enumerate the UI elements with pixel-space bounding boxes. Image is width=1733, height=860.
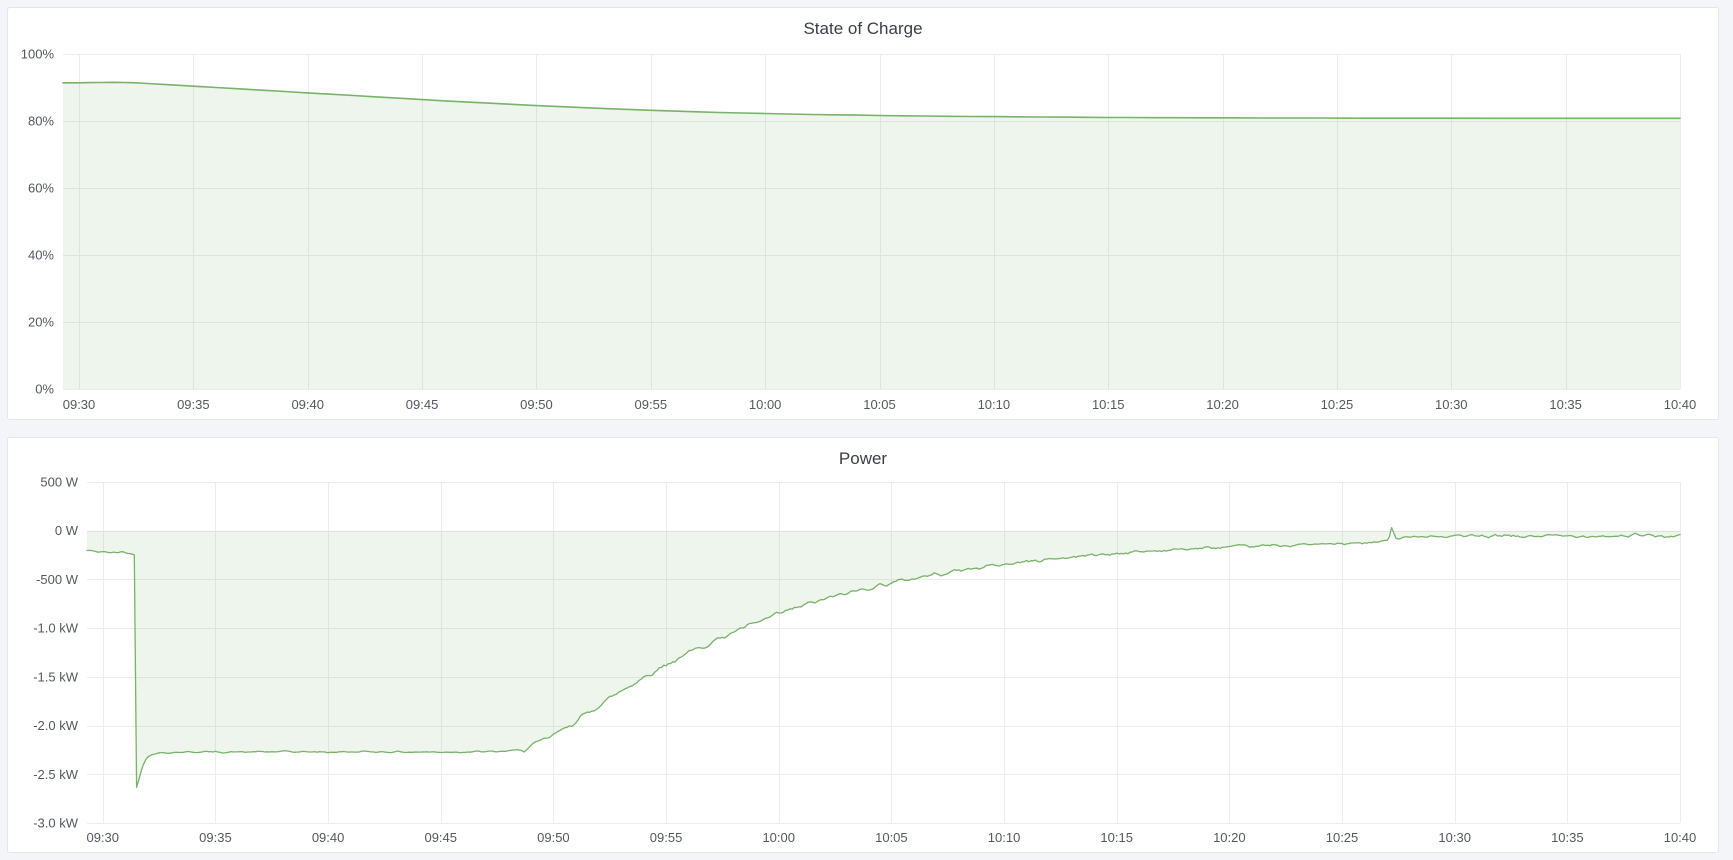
axis-labels: 100% 80% 60% 40% 20% 0% 09:30 09:35 09:40 09:45 09… (21, 47, 1697, 413)
x-tick-label: 10:25 (1326, 830, 1359, 845)
y-tick-label: 20% (28, 315, 54, 330)
x-tick-label: 10:15 (1092, 397, 1125, 412)
panel-title-state-of-charge[interactable]: State of Charge (803, 19, 923, 38)
x-tick-label: 10:05 (875, 830, 908, 845)
x-tick-label: 10:15 (1100, 830, 1133, 845)
y-tick-label: -2.5 kW (33, 767, 79, 782)
x-tick-label: 10:20 (1213, 830, 1246, 845)
x-tick-label: 10:35 (1551, 830, 1584, 845)
x-tick-label: 10:30 (1438, 830, 1471, 845)
x-tick-label: 09:35 (199, 830, 232, 845)
state-of-charge-chart[interactable]: 100% 80% 60% 40% 20% 0% 09:30 09:35 09:40 09:45 09… (8, 8, 1718, 419)
grid (87, 482, 1681, 824)
x-tick-label: 09:55 (650, 830, 683, 845)
y-tick-label: -3.0 kW (33, 816, 79, 831)
y-tick-label: 60% (28, 181, 54, 196)
x-tick-label: 09:45 (406, 397, 439, 412)
x-tick-label: 10:40 (1664, 397, 1697, 412)
series-power (86, 526, 1681, 788)
y-tick-label: -2.0 kW (33, 718, 79, 733)
x-tick-label: 09:45 (424, 830, 457, 845)
x-tick-label: 09:40 (312, 830, 345, 845)
y-tick-label: 0% (35, 382, 54, 397)
x-tick-label: 10:05 (863, 397, 896, 412)
x-tick-label: 10:00 (762, 830, 795, 845)
y-tick-label: -500 W (36, 572, 79, 587)
x-tick-label: 10:30 (1435, 397, 1468, 412)
x-tick-label: 10:35 (1549, 397, 1582, 412)
y-tick-label: 100% (21, 47, 55, 62)
x-tick-label: 09:30 (63, 397, 96, 412)
x-tick-label: 09:50 (520, 397, 553, 412)
x-tick-label: 10:40 (1664, 830, 1697, 845)
panel-title-power[interactable]: Power (838, 449, 888, 468)
x-tick-label: 09:35 (177, 397, 210, 412)
y-tick-label: 0 W (55, 523, 79, 538)
panel-power: 500 W 0 W -500 W -1.0 kW -1.5 kW -2.0 kW -2.5 … (7, 437, 1719, 853)
y-tick-label: 40% (28, 248, 54, 263)
y-tick-label: 80% (28, 114, 54, 129)
power-chart[interactable]: 500 W 0 W -500 W -1.0 kW -1.5 kW -2.0 kW -2.5 … (8, 438, 1718, 852)
y-tick-label: 500 W (40, 475, 78, 490)
x-tick-label: 10:10 (988, 830, 1021, 845)
x-tick-label: 09:40 (291, 397, 324, 412)
x-tick-label: 10:20 (1206, 397, 1239, 412)
panel-state-of-charge: 100% 80% 60% 40% 20% 0% 09:30 09:35 09:40 09:45 09… (7, 7, 1719, 420)
x-tick-label: 09:55 (635, 397, 668, 412)
x-tick-label: 09:50 (537, 830, 570, 845)
axis-labels: 500 W 0 W -500 W -1.0 kW -1.5 kW -2.0 kW -2.5 … (33, 475, 1696, 846)
x-tick-label: 09:30 (86, 830, 119, 845)
y-tick-label: -1.0 kW (33, 621, 79, 636)
x-tick-label: 10:10 (978, 397, 1011, 412)
x-tick-label: 10:00 (749, 397, 782, 412)
x-tick-label: 10:25 (1321, 397, 1354, 412)
y-tick-label: -1.5 kW (33, 669, 79, 684)
series-state-of-charge (62, 81, 1681, 390)
